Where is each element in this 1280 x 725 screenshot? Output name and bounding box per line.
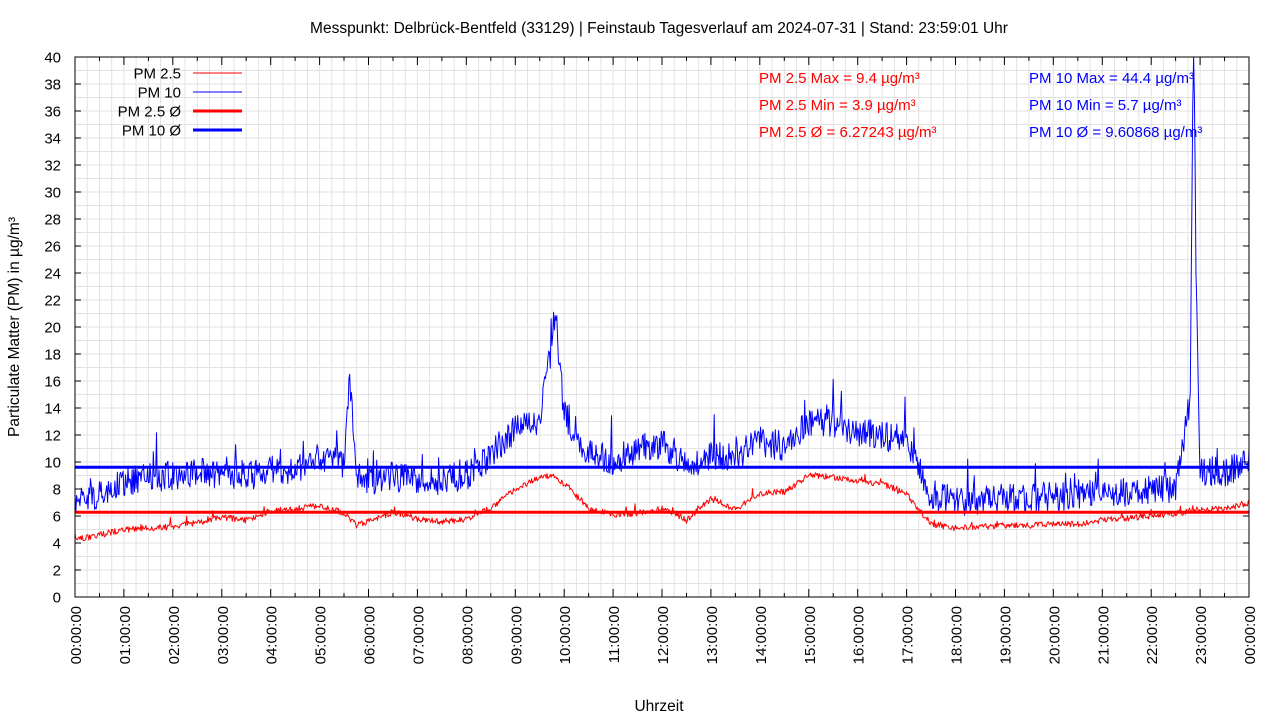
x-tick-label: 16:00:00 [851,606,868,664]
y-tick-label: 26 [44,239,61,256]
y-tick-label: 12 [44,428,61,445]
stat-annotation: PM 10 Min = 5.7 µg/m³ [1029,97,1181,114]
x-tick-label: 03:00:00 [215,606,232,664]
x-tick-label: 06:00:00 [362,606,379,664]
y-tick-label: 36 [44,104,61,121]
x-tick-label: 19:00:00 [997,606,1014,664]
y-tick-label: 6 [53,509,61,526]
x-tick-label: 05:00:00 [313,606,330,664]
x-tick-label: 00:00:00 [1242,606,1259,664]
stat-annotation: PM 10 Ø = 9.60868 µg/m³ [1029,124,1202,141]
y-tick-label: 24 [44,266,61,283]
legend-label: PM 2.5 [133,66,181,83]
x-tick-label: 17:00:00 [900,606,917,664]
x-tick-label: 23:00:00 [1193,606,1210,664]
y-tick-label: 8 [53,482,61,499]
x-tick-label: 09:00:00 [508,606,525,664]
y-tick-label: 40 [44,50,61,67]
series-line [74,56,1250,516]
x-tick-label: 13:00:00 [704,606,721,664]
x-tick-label: 15:00:00 [802,606,819,664]
stat-annotation: PM 2.5 Ø = 6.27243 µg/m³ [759,124,936,141]
stat-annotation: PM 2.5 Max = 9.4 µg/m³ [759,70,920,87]
y-axis-label: Particulate Matter (PM) in µg/m³ [6,217,23,437]
x-tick-label: 21:00:00 [1095,606,1112,664]
y-tick-label: 32 [44,158,61,175]
x-tick-label: 04:00:00 [264,606,281,664]
tick-marks [74,56,1250,598]
x-tick-label: 18:00:00 [949,606,966,664]
y-tick-label: 2 [53,563,61,580]
x-tick-label: 07:00:00 [410,606,427,664]
legend-label: PM 10 [138,85,181,102]
x-tick-label: 20:00:00 [1046,606,1063,664]
x-tick-label: 12:00:00 [655,606,672,664]
y-tick-label: 14 [44,401,61,418]
y-tick-label: 16 [44,374,61,391]
x-tick-label: 00:00:00 [68,606,85,664]
y-tick-label: 30 [44,185,61,202]
y-tick-label: 0 [53,590,61,607]
y-tick-label: 34 [44,131,61,148]
chart-title: Messpunkt: Delbrück-Bentfeld (33129) | F… [310,20,1008,37]
legend-label: PM 10 Ø [122,123,182,140]
x-tick-label: 01:00:00 [117,606,134,664]
y-tick-label: 10 [44,455,61,472]
x-axis-label: Uhrzeit [634,698,684,715]
series-layer [74,56,1250,542]
y-tick-label: 4 [53,536,61,553]
tick-labels: 024681012141618202224262830323436384000:… [44,50,1259,665]
y-tick-label: 38 [44,77,61,94]
x-tick-label: 22:00:00 [1144,606,1161,664]
y-tick-label: 20 [44,320,61,337]
x-tick-label: 02:00:00 [166,606,183,664]
y-tick-label: 18 [44,347,61,364]
x-tick-label: 14:00:00 [753,606,770,664]
legend-label: PM 2.5 Ø [118,104,182,121]
x-tick-label: 10:00:00 [557,606,574,664]
annotations: PM 2.5 Max = 9.4 µg/m³ PM 2.5 Min = 3.9 µ… [759,70,1202,141]
x-tick-label: 08:00:00 [459,606,476,664]
stat-annotation: PM 10 Max = 44.4 µg/m³ [1029,70,1194,87]
stat-annotation: PM 2.5 Min = 3.9 µg/m³ [759,97,916,114]
x-tick-label: 11:00:00 [606,606,623,663]
legend: PM 2.5 PM 10 PM 2.5 Ø PM 10 Ø [118,66,242,140]
y-tick-label: 22 [44,293,61,310]
y-tick-label: 28 [44,212,61,229]
